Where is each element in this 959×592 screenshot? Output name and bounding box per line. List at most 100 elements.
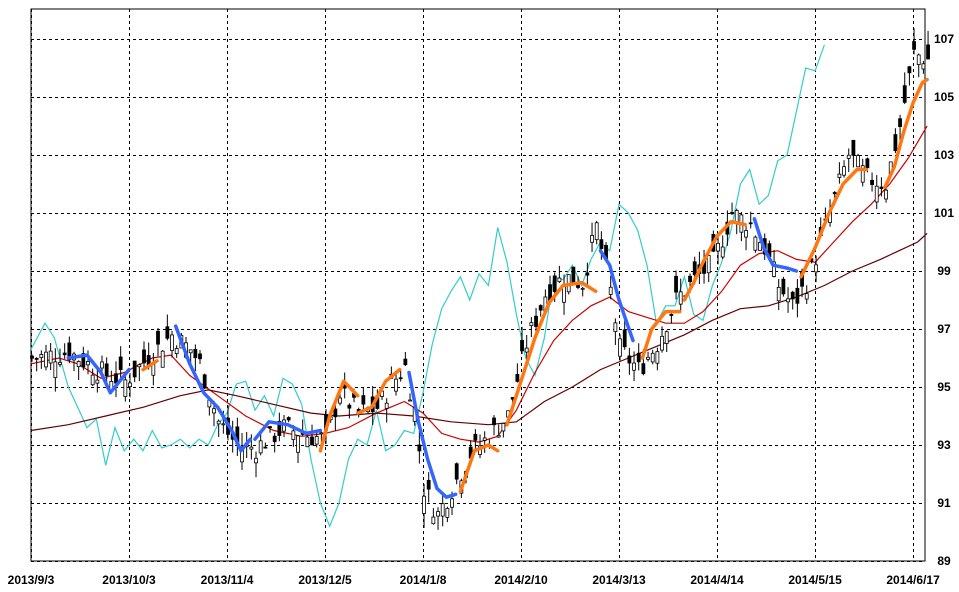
x-tick-label: 2014/6/17 — [886, 573, 940, 587]
candle-body — [874, 185, 879, 203]
candle-body — [314, 436, 319, 445]
candle-body — [744, 230, 748, 238]
candle-body — [384, 402, 389, 409]
candle-body — [865, 158, 870, 169]
candle-body — [193, 348, 198, 359]
candlesticks — [30, 28, 930, 530]
candle-body — [893, 134, 898, 152]
candle-body — [170, 334, 174, 351]
candle-body — [86, 361, 90, 366]
candle-body — [706, 255, 711, 274]
candle-body — [520, 340, 524, 352]
candle-body — [772, 261, 776, 277]
candle-body — [594, 222, 599, 241]
highlight-segment — [752, 217, 799, 273]
candle-body — [618, 338, 622, 357]
candle-body — [496, 434, 501, 438]
indicator-line — [30, 44, 825, 528]
candle-body — [338, 397, 342, 404]
candle-body — [58, 362, 62, 365]
candle-body — [753, 236, 758, 251]
candle-body — [188, 349, 193, 354]
candle-body — [431, 516, 436, 525]
candle-body — [296, 435, 300, 453]
candle-body — [44, 351, 48, 368]
candle-body — [216, 420, 221, 425]
y-tick-label: 91 — [937, 496, 951, 510]
candle-body — [608, 286, 613, 295]
highlight-segment — [318, 379, 360, 453]
highlight-segment — [66, 353, 131, 395]
candle-body — [688, 275, 692, 282]
candle-body — [571, 266, 576, 285]
candle-body — [590, 235, 594, 243]
highlight-segment — [640, 309, 682, 360]
candle-body — [501, 423, 506, 432]
candle-body — [160, 350, 165, 368]
candle-body — [473, 433, 478, 441]
plot-frame — [30, 8, 926, 562]
candle-body — [137, 364, 142, 368]
candle-body — [394, 378, 398, 392]
candle-body — [202, 374, 207, 389]
candle-body — [142, 349, 146, 364]
candle-body — [450, 498, 454, 508]
candle-body — [921, 63, 926, 70]
candle-body — [837, 173, 842, 178]
candle-body — [492, 417, 496, 426]
candle-body — [898, 118, 902, 127]
candle-body — [655, 351, 660, 364]
candle-body — [860, 165, 865, 183]
candle-body — [748, 222, 753, 225]
candle-body — [258, 440, 263, 454]
candle-body — [524, 347, 529, 353]
candle-body — [268, 426, 272, 428]
candle-body — [636, 352, 641, 363]
candle-body — [30, 355, 34, 359]
candle-body — [627, 355, 632, 364]
candle-body — [646, 356, 650, 360]
candle-body — [62, 352, 67, 356]
candle-body — [842, 166, 846, 176]
candle-body — [856, 155, 860, 168]
candle-body — [347, 404, 352, 409]
candle-body — [580, 287, 585, 290]
x-tick-label: 2014/4/14 — [690, 573, 744, 587]
candle-body — [692, 261, 697, 276]
highlight-segment — [598, 248, 635, 343]
x-tick-label: 2014/1/8 — [400, 573, 447, 587]
candle-body — [622, 329, 627, 348]
indicator-lines — [30, 44, 928, 528]
indicator-line — [30, 125, 928, 443]
candle-body — [832, 192, 837, 195]
candle-body — [403, 358, 408, 366]
candle-body — [786, 298, 790, 303]
candle-body — [310, 436, 314, 446]
candle-body — [34, 357, 39, 360]
candle-body — [879, 186, 884, 189]
candle-body — [48, 350, 53, 364]
y-tick-label: 105 — [934, 90, 954, 104]
candle-body — [678, 291, 683, 305]
candle-body — [305, 436, 310, 448]
candle-body — [804, 293, 809, 300]
highlight-segment — [505, 280, 598, 427]
candle-body — [907, 66, 912, 74]
candle-body — [669, 314, 674, 316]
candle-body — [319, 432, 324, 435]
candle-body — [118, 356, 123, 370]
highlight-segment — [407, 370, 458, 499]
candle-body — [81, 353, 86, 368]
candle-body — [114, 373, 118, 384]
candle-body — [263, 446, 268, 449]
candle-body — [165, 326, 170, 339]
y-tick-label: 99 — [937, 264, 951, 278]
y-tick-label: 95 — [937, 380, 951, 394]
candle-body — [730, 212, 734, 215]
candle-body — [174, 348, 179, 354]
candle-body — [790, 291, 795, 300]
candle-body — [781, 278, 786, 295]
candle-body — [249, 446, 254, 450]
candle-body — [254, 457, 258, 464]
highlight-segments — [66, 77, 929, 499]
